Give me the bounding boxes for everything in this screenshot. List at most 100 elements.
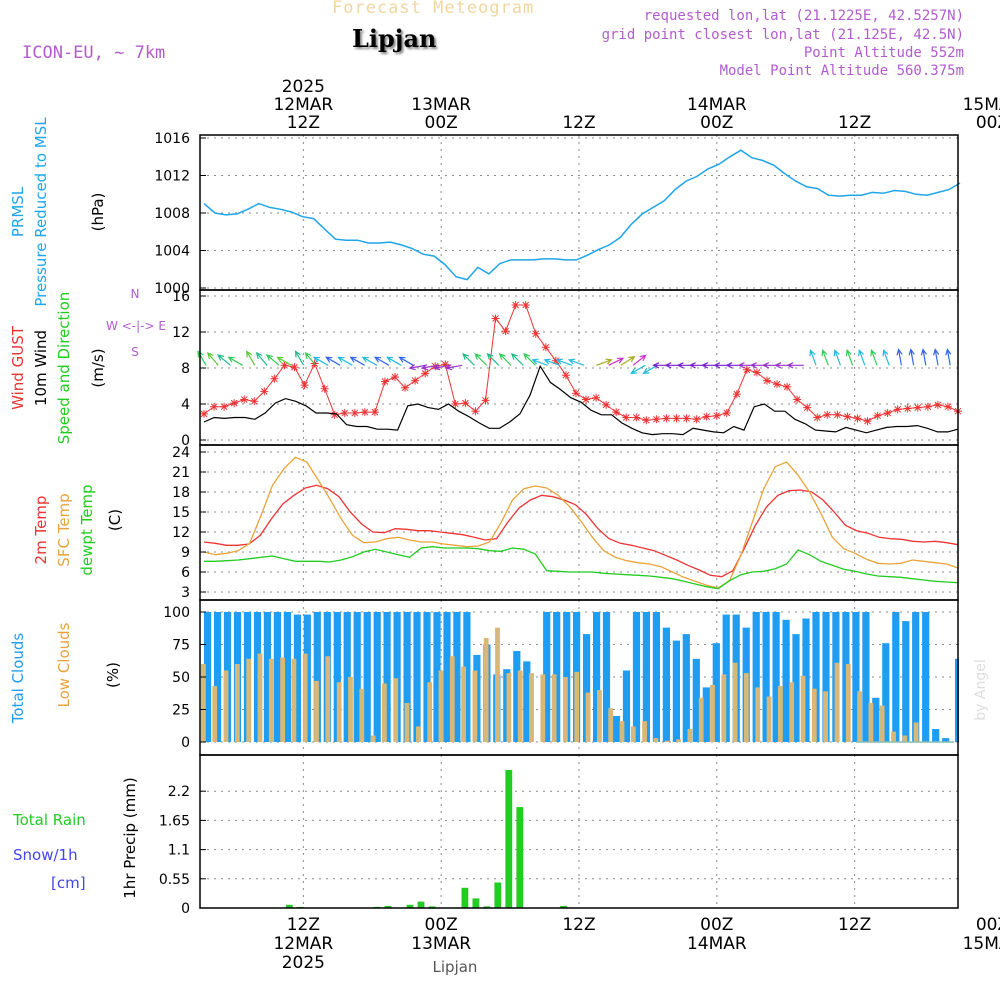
rain-bar: [428, 906, 436, 908]
total-clouds-bar: [702, 687, 710, 742]
low-clouds-bar: [359, 688, 365, 742]
wind-direction-arrow: [945, 348, 952, 366]
total-clouds-bar: [393, 612, 401, 742]
low-clouds-bar: [597, 690, 602, 742]
wind-direction-arrow: [304, 351, 317, 366]
wind-direction-arrow: [325, 356, 341, 366]
total-clouds-bar: [622, 670, 631, 742]
y-tick-label: 1000: [154, 281, 190, 297]
wind-gust-marker: [722, 409, 731, 417]
low-clouds-bar: [778, 686, 783, 742]
wind-gust-marker: [823, 410, 832, 419]
low-clouds-bar: [574, 671, 580, 742]
total-clouds-bar: [553, 612, 561, 742]
wind-gust-marker: [742, 365, 751, 374]
total-clouds-bar: [343, 612, 351, 742]
total-clouds-bar: [912, 612, 920, 742]
total-clouds-bar: [652, 612, 660, 742]
total-clouds-bar: [543, 612, 551, 742]
wind-gust-marker: [250, 397, 259, 406]
total-clouds-bar: [602, 612, 611, 742]
low-clouds-bar: [630, 726, 636, 742]
y-tick-label: 1008: [154, 206, 190, 222]
total-clouds-bar: [403, 612, 411, 742]
y-tick-label: 0: [181, 901, 190, 917]
y-tick-label: 0: [181, 735, 190, 751]
y-tick-label: 3: [181, 585, 190, 601]
wind-gust-marker: [762, 376, 771, 385]
wind-gust-marker: [380, 377, 389, 386]
low-clouds-bar: [393, 678, 399, 742]
wind-gust-marker: [622, 413, 631, 422]
low-clouds-bar: [664, 740, 670, 742]
low-clouds-bar: [845, 664, 851, 742]
bottom-time-label: 12Z: [838, 915, 871, 935]
wind-gust-marker: [893, 405, 902, 414]
wind-gust-marker: [240, 395, 249, 404]
wind-gust-marker: [813, 413, 822, 422]
wind-gust-marker: [672, 414, 681, 423]
wind-direction-arrow: [265, 354, 280, 366]
wind-gust-marker: [662, 414, 671, 423]
total-clouds-bar: [463, 612, 471, 742]
total-clouds-bar: [872, 697, 880, 742]
wind-direction-arrow: [349, 356, 365, 366]
low-clouds-bar: [506, 673, 512, 742]
low-clouds-bar: [280, 657, 285, 742]
y-tick-label: 1016: [154, 131, 190, 147]
location-title: Lipjan: [352, 24, 437, 53]
total-clouds-bar: [822, 612, 830, 742]
wind-gust-marker: [652, 415, 661, 424]
y-tick-label: 18: [172, 485, 190, 501]
low-clouds-bar: [461, 666, 466, 742]
wind-direction-arrow: [462, 353, 475, 366]
wind-gust-marker: [682, 414, 691, 423]
wind-gust-marker: [773, 380, 782, 389]
wind-gust-marker: [350, 409, 359, 417]
wind-direction-arrow: [294, 350, 305, 366]
wind-direction-arrow: [361, 356, 378, 366]
wind-gust-marker: [531, 329, 540, 338]
bottom-time-label: 00Z: [425, 915, 458, 935]
total-clouds-bar: [782, 619, 790, 742]
low-clouds-bar: [585, 692, 591, 742]
wind-gust-marker: [943, 402, 952, 411]
wind-gust-marker: [612, 408, 621, 417]
wind-gust-marker: [280, 361, 289, 370]
rain-bar: [516, 807, 524, 908]
wind-direction-arrow: [276, 356, 292, 366]
wind-direction-arrow: [386, 356, 402, 366]
temp-2m-label: 2m Temp: [32, 496, 50, 565]
wind-gust-marker: [230, 399, 239, 408]
wind-gust-marker: [602, 400, 611, 409]
wind-gust-marker: [370, 408, 379, 417]
total-clouds-bar: [214, 612, 222, 742]
rain-bar: [505, 770, 513, 908]
bottom-location-label: Lipjan: [433, 958, 478, 976]
wind-direction-arrow: [217, 354, 231, 366]
top-date-label: 14MAR: [687, 95, 747, 115]
total-clouds-bar: [513, 651, 521, 742]
low-clouds-bar: [698, 697, 704, 742]
total-clouds-bar: [942, 738, 950, 742]
wind-direction-arrow: [420, 364, 438, 371]
total-clouds-bar: [892, 612, 900, 742]
wind-gust-marker: [923, 402, 932, 411]
rain-bar: [406, 904, 414, 908]
point-altitude: Point Altitude 552m: [803, 45, 964, 61]
wind-direction-arrow: [833, 349, 841, 366]
total-clouds-bar: [672, 640, 680, 742]
wind-gust-marker: [441, 360, 450, 369]
wind-gust-marker: [200, 409, 208, 418]
wind-gust-marker: [270, 374, 279, 383]
y-tick-label: 1.65: [159, 813, 190, 829]
low-clouds-bar: [449, 656, 455, 742]
low-clouds-label: Low Clouds: [55, 622, 73, 707]
y-tick-label: 75: [172, 638, 190, 654]
wind-gust-marker: [511, 301, 520, 309]
total-clouds-bar: [955, 658, 959, 742]
y-tick-label: 12: [172, 325, 190, 341]
wind-gust-marker: [320, 384, 329, 393]
wind-direction-arrow: [809, 349, 817, 366]
low-clouds-bar: [800, 675, 806, 742]
